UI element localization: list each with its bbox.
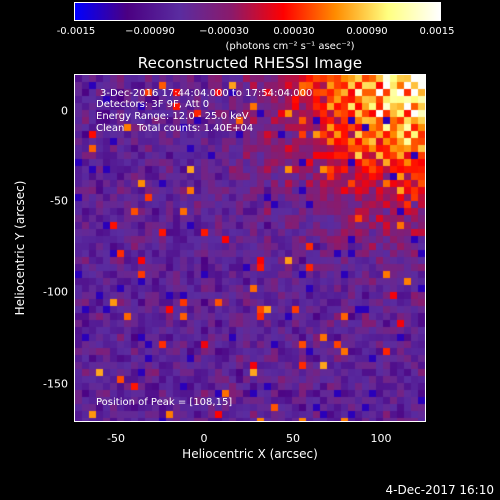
colorbar-unit: (photons cm⁻² s⁻¹ asec⁻²)	[225, 41, 355, 52]
colorbar-tick: 0.00030	[273, 26, 315, 37]
plot-timestamp: 4-Dec-2017 16:10	[385, 483, 494, 497]
colorbar-tick: −0.00030	[199, 26, 249, 37]
annotation-clean: Clean Total counts: 1.40E+04	[96, 123, 254, 134]
y-tick-label: -150	[43, 377, 68, 391]
annotation-time-range: 3-Dec-2016 17:44:04.000 to 17:54:04.000	[100, 88, 313, 99]
annotation-energy: Energy Range: 12.0 - 25.0 keV	[96, 111, 249, 122]
x-tick-label: 0	[200, 432, 208, 445]
y-tick-label: -100	[43, 285, 68, 299]
x-tick-label: -50	[107, 432, 125, 445]
x-tick-label: 50	[286, 432, 300, 445]
y-tick-label: -50	[50, 194, 68, 208]
colorbar-tick: 0.0015	[419, 26, 455, 37]
y-tick-label: 0	[61, 104, 68, 118]
plot-title: Reconstructed RHESSI Image	[137, 54, 363, 72]
y-axis-label: Heliocentric Y (arcsec)	[13, 180, 27, 316]
annotation-peak: Position of Peak = [108,15]	[96, 397, 233, 408]
annotation-detectors: Detectors: 3F 9F, Att 0	[96, 99, 210, 110]
colorbar	[74, 2, 441, 21]
x-axis-label: Heliocentric X (arcsec)	[182, 447, 318, 461]
colorbar-tick: −0.00090	[125, 26, 175, 37]
colorbar-tick: -0.0015	[56, 26, 96, 37]
colorbar-tick: 0.00090	[346, 26, 388, 37]
rhessi-image	[75, 75, 425, 421]
image-frame	[74, 74, 426, 422]
x-tick-label: 100	[370, 432, 392, 445]
